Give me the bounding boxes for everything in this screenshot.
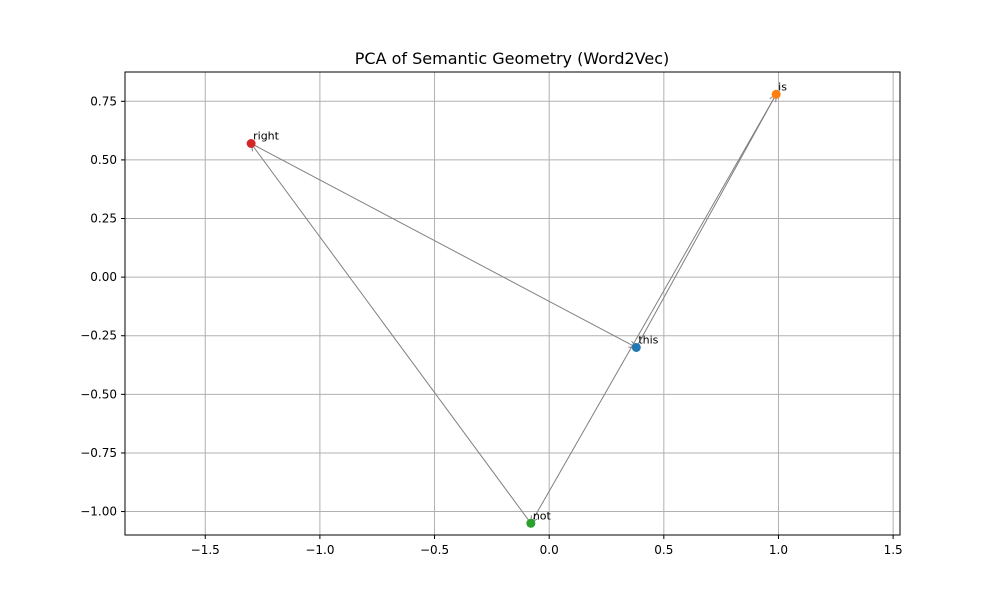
point-label-not: not — [533, 509, 552, 522]
point-this — [631, 342, 641, 352]
x-tick-label: 1.5 — [884, 543, 903, 557]
y-tick-label: −0.25 — [80, 329, 117, 343]
x-tick-label: −1.0 — [305, 543, 334, 557]
chart-title: PCA of Semantic Geometry (Word2Vec) — [355, 49, 670, 68]
x-tick-label: 1.0 — [769, 543, 788, 557]
x-tick-label: −1.5 — [191, 543, 220, 557]
arrow-shaft — [250, 143, 532, 524]
x-tick-label: −0.5 — [420, 543, 449, 557]
y-tick-label: −1.00 — [80, 505, 117, 519]
axis-layer: −1.5 −1.0 −0.5 0.0 0.5 1.0 1.5 0.75 0.50 0.25 0.00… — [80, 94, 902, 557]
point-right — [246, 139, 256, 149]
arrow-shaft — [635, 94, 777, 348]
arrow-shaft — [530, 94, 777, 524]
y-tick-label: −0.50 — [80, 387, 117, 401]
grid-layer — [125, 72, 900, 535]
y-tick-label: 0.25 — [90, 212, 117, 226]
point-layer: this is not right — [246, 80, 787, 528]
y-tick-label: 0.00 — [90, 270, 117, 284]
point-label-is: is — [778, 80, 787, 93]
y-tick-label: 0.50 — [90, 153, 117, 167]
point-not — [526, 518, 536, 528]
y-tick-label: −0.75 — [80, 446, 117, 460]
arrow-shaft — [250, 143, 637, 348]
plot-frame — [124, 71, 901, 536]
x-tick-label: 0.0 — [540, 543, 559, 557]
arrow-layer — [250, 93, 777, 525]
point-label-right: right — [253, 130, 280, 143]
y-tick-label: 0.75 — [90, 94, 117, 108]
point-is — [771, 89, 781, 99]
x-tick-label: 0.5 — [654, 543, 673, 557]
point-label-this: this — [638, 333, 658, 346]
